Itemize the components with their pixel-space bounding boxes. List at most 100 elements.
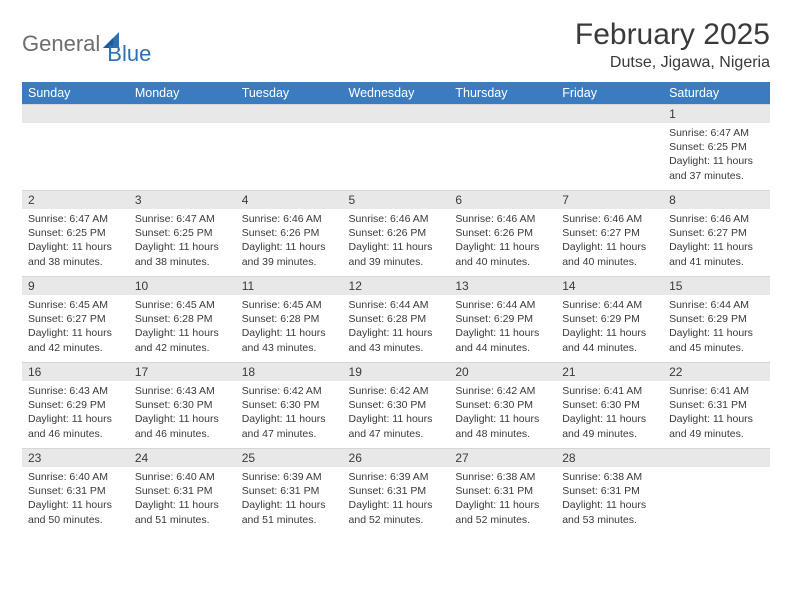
calendar-week-row: 1Sunrise: 6:47 AMSunset: 6:25 PMDaylight… [22,104,770,190]
day-number: 14 [556,276,663,295]
calendar-cell: 28Sunrise: 6:38 AMSunset: 6:31 PMDayligh… [556,448,663,534]
sunset-text: Sunset: 6:26 PM [455,226,550,240]
calendar-cell: 4Sunrise: 6:46 AMSunset: 6:26 PMDaylight… [236,190,343,276]
daylight-text: Daylight: 11 hours and 40 minutes. [455,240,550,268]
sunset-text: Sunset: 6:29 PM [562,312,657,326]
sunrise-text: Sunrise: 6:42 AM [349,384,444,398]
calendar-table: Sunday Monday Tuesday Wednesday Thursday… [22,82,770,534]
sunrise-text: Sunrise: 6:43 AM [28,384,123,398]
day-number: 11 [236,276,343,295]
sunset-text: Sunset: 6:31 PM [669,398,764,412]
daylight-text: Daylight: 11 hours and 38 minutes. [135,240,230,268]
sunset-text: Sunset: 6:30 PM [242,398,337,412]
sunrise-text: Sunrise: 6:40 AM [135,470,230,484]
weekday-header: Monday [129,82,236,104]
sunrise-text: Sunrise: 6:44 AM [669,298,764,312]
calendar-week-row: 2Sunrise: 6:47 AMSunset: 6:25 PMDaylight… [22,190,770,276]
header: General Blue February 2025 Dutse, Jigawa… [22,18,770,72]
sunrise-text: Sunrise: 6:47 AM [135,212,230,226]
sunrise-text: Sunrise: 6:44 AM [349,298,444,312]
calendar-week-row: 16Sunrise: 6:43 AMSunset: 6:29 PMDayligh… [22,362,770,448]
day-number: 25 [236,448,343,467]
day-content: Sunrise: 6:43 AMSunset: 6:30 PMDaylight:… [129,381,236,447]
calendar-cell: 16Sunrise: 6:43 AMSunset: 6:29 PMDayligh… [22,362,129,448]
calendar-cell: 9Sunrise: 6:45 AMSunset: 6:27 PMDaylight… [22,276,129,362]
daylight-text: Daylight: 11 hours and 37 minutes. [669,154,764,182]
calendar-cell: 21Sunrise: 6:41 AMSunset: 6:30 PMDayligh… [556,362,663,448]
day-number: 23 [22,448,129,467]
daylight-text: Daylight: 11 hours and 50 minutes. [28,498,123,526]
daylight-text: Daylight: 11 hours and 43 minutes. [242,326,337,354]
sunset-text: Sunset: 6:26 PM [242,226,337,240]
sunrise-text: Sunrise: 6:41 AM [669,384,764,398]
day-number [449,104,556,123]
calendar-cell: 18Sunrise: 6:42 AMSunset: 6:30 PMDayligh… [236,362,343,448]
day-number: 3 [129,190,236,209]
day-number: 7 [556,190,663,209]
calendar-cell: 19Sunrise: 6:42 AMSunset: 6:30 PMDayligh… [343,362,450,448]
daylight-text: Daylight: 11 hours and 52 minutes. [349,498,444,526]
sunset-text: Sunset: 6:25 PM [28,226,123,240]
sunrise-text: Sunrise: 6:39 AM [242,470,337,484]
daylight-text: Daylight: 11 hours and 49 minutes. [669,412,764,440]
calendar-cell: 6Sunrise: 6:46 AMSunset: 6:26 PMDaylight… [449,190,556,276]
day-number: 22 [663,362,770,381]
month-title: February 2025 [575,18,770,52]
calendar-cell: 2Sunrise: 6:47 AMSunset: 6:25 PMDaylight… [22,190,129,276]
sunset-text: Sunset: 6:25 PM [669,140,764,154]
weekday-header: Thursday [449,82,556,104]
calendar-cell: 13Sunrise: 6:44 AMSunset: 6:29 PMDayligh… [449,276,556,362]
sunset-text: Sunset: 6:28 PM [242,312,337,326]
day-content: Sunrise: 6:39 AMSunset: 6:31 PMDaylight:… [343,467,450,533]
daylight-text: Daylight: 11 hours and 39 minutes. [242,240,337,268]
day-content: Sunrise: 6:45 AMSunset: 6:28 PMDaylight:… [236,295,343,361]
day-number: 13 [449,276,556,295]
sunset-text: Sunset: 6:31 PM [562,484,657,498]
location: Dutse, Jigawa, Nigeria [575,54,770,72]
sunset-text: Sunset: 6:29 PM [669,312,764,326]
calendar-cell: 10Sunrise: 6:45 AMSunset: 6:28 PMDayligh… [129,276,236,362]
day-content: Sunrise: 6:40 AMSunset: 6:31 PMDaylight:… [22,467,129,533]
day-number [236,104,343,123]
calendar-cell: 27Sunrise: 6:38 AMSunset: 6:31 PMDayligh… [449,448,556,534]
day-number [663,448,770,467]
sunrise-text: Sunrise: 6:38 AM [455,470,550,484]
sunrise-text: Sunrise: 6:43 AM [135,384,230,398]
calendar-cell: 24Sunrise: 6:40 AMSunset: 6:31 PMDayligh… [129,448,236,534]
day-number [556,104,663,123]
day-content: Sunrise: 6:43 AMSunset: 6:29 PMDaylight:… [22,381,129,447]
sunrise-text: Sunrise: 6:40 AM [28,470,123,484]
weekday-header: Wednesday [343,82,450,104]
sunset-text: Sunset: 6:30 PM [562,398,657,412]
daylight-text: Daylight: 11 hours and 52 minutes. [455,498,550,526]
calendar-cell: 25Sunrise: 6:39 AMSunset: 6:31 PMDayligh… [236,448,343,534]
day-number: 28 [556,448,663,467]
calendar-cell [556,104,663,190]
daylight-text: Daylight: 11 hours and 39 minutes. [349,240,444,268]
day-content: Sunrise: 6:46 AMSunset: 6:27 PMDaylight:… [556,209,663,275]
day-content: Sunrise: 6:44 AMSunset: 6:29 PMDaylight:… [556,295,663,361]
daylight-text: Daylight: 11 hours and 41 minutes. [669,240,764,268]
calendar-cell: 8Sunrise: 6:46 AMSunset: 6:27 PMDaylight… [663,190,770,276]
day-content: Sunrise: 6:46 AMSunset: 6:27 PMDaylight:… [663,209,770,275]
sunset-text: Sunset: 6:27 PM [562,226,657,240]
sunrise-text: Sunrise: 6:41 AM [562,384,657,398]
day-number: 12 [343,276,450,295]
sunrise-text: Sunrise: 6:44 AM [562,298,657,312]
sunset-text: Sunset: 6:31 PM [455,484,550,498]
sunset-text: Sunset: 6:28 PM [135,312,230,326]
day-number: 19 [343,362,450,381]
sunrise-text: Sunrise: 6:46 AM [242,212,337,226]
day-content: Sunrise: 6:46 AMSunset: 6:26 PMDaylight:… [236,209,343,275]
day-number: 1 [663,104,770,123]
day-content: Sunrise: 6:38 AMSunset: 6:31 PMDaylight:… [449,467,556,533]
day-content [129,123,236,132]
sunset-text: Sunset: 6:31 PM [135,484,230,498]
day-number: 18 [236,362,343,381]
daylight-text: Daylight: 11 hours and 49 minutes. [562,412,657,440]
logo: General Blue [22,24,151,64]
day-number: 17 [129,362,236,381]
day-content: Sunrise: 6:44 AMSunset: 6:28 PMDaylight:… [343,295,450,361]
calendar-cell: 12Sunrise: 6:44 AMSunset: 6:28 PMDayligh… [343,276,450,362]
daylight-text: Daylight: 11 hours and 48 minutes. [455,412,550,440]
